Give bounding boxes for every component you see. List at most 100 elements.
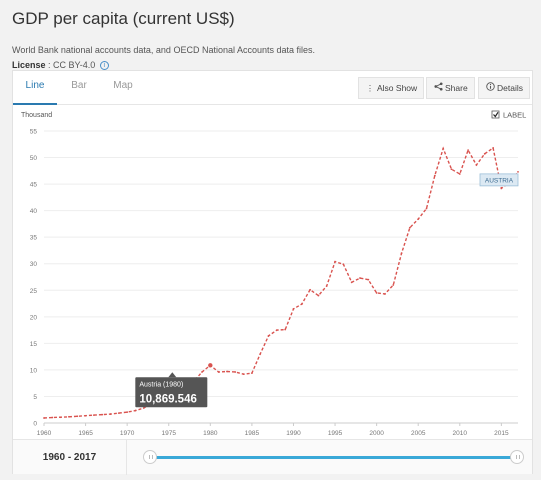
data-point [359, 277, 361, 279]
y-tick-label: 55 [30, 129, 38, 136]
tab-map[interactable]: Map [113, 80, 133, 91]
series-end-label: AUSTRIA [485, 177, 514, 184]
data-point [43, 417, 45, 419]
data-point [92, 414, 95, 416]
data-point [417, 218, 420, 221]
data-point [300, 303, 303, 305]
y-tick-label: 0 [33, 421, 37, 428]
data-point [101, 413, 104, 416]
data-point [325, 285, 328, 287]
data-point [384, 293, 386, 295]
data-point [309, 288, 312, 291]
data-point [109, 413, 112, 415]
share-icon [433, 79, 443, 99]
data-point [350, 281, 353, 284]
tab-bar[interactable]: Bar [71, 80, 87, 91]
tooltip-pointer [168, 372, 177, 378]
year-range-footer: 1960 - 2017 [13, 439, 532, 475]
x-tick-label: 1995 [328, 430, 343, 437]
data-point [442, 147, 445, 150]
data-point [117, 412, 120, 415]
data-point [134, 409, 137, 412]
data-point [201, 371, 203, 373]
data-point [217, 371, 220, 373]
data-point [284, 328, 287, 331]
y-tick-label: 20 [30, 314, 38, 321]
data-point [334, 260, 336, 263]
tooltip-value: 10,869.546 [139, 393, 197, 405]
hover-point [208, 363, 213, 368]
y-axis-unit-label: Thousand [21, 112, 52, 119]
tab-line[interactable]: Line [13, 71, 57, 105]
data-point [375, 292, 378, 294]
y-tick-label: 15 [30, 341, 38, 348]
series-end-label-box [479, 173, 519, 187]
x-tick-label: 1985 [245, 430, 260, 437]
data-point [142, 407, 145, 409]
license-label: License [12, 60, 46, 70]
data-point [76, 415, 79, 418]
year-range-slider[interactable] [151, 456, 517, 459]
chart-panel: Line Bar Map ⋮ Also Show Share Details Th… [12, 70, 533, 475]
x-tick-label: 1975 [162, 430, 177, 437]
data-point [458, 173, 461, 175]
y-tick-label: 25 [30, 288, 38, 295]
data-point [342, 263, 345, 266]
x-tick-label: 1960 [37, 430, 52, 437]
y-tick-label: 5 [33, 394, 37, 401]
slider-start-handle[interactable] [143, 450, 157, 464]
data-point [226, 370, 228, 373]
share-label: Share [445, 83, 468, 93]
data-point [450, 168, 453, 171]
data-point [51, 416, 54, 419]
data-point [250, 372, 253, 374]
also-show-button[interactable]: ⋮ Also Show [358, 77, 425, 99]
also-show-label: Also Show [377, 83, 418, 93]
data-point [408, 226, 411, 229]
checkmark-icon [493, 111, 499, 118]
tooltip-title: Austria (1980) [139, 381, 183, 388]
share-button[interactable]: Share [426, 77, 475, 99]
data-point [275, 329, 278, 331]
data-point [234, 371, 237, 373]
y-tick-label: 50 [30, 155, 38, 162]
line-chart: Thousand 0 5 10 15 20 25 30 35 40 45 50 55 1960 1965 19… [21, 110, 526, 438]
y-tick-label: 30 [30, 261, 38, 268]
x-tick-label: 2005 [411, 430, 426, 437]
label-toggle-text: LABEL [503, 111, 526, 120]
data-point [292, 307, 295, 310]
x-tick-label: 1970 [120, 430, 135, 437]
data-point [392, 284, 395, 286]
tooltip: Austria (1980) 10,869.546 [135, 372, 208, 408]
x-tick-label: 2010 [453, 430, 468, 437]
license-value: : CC BY-4.0 [45, 60, 96, 70]
data-point [267, 335, 270, 337]
label-checkbox[interactable] [491, 110, 500, 119]
x-tick-label: 2015 [494, 430, 509, 437]
data-point [59, 416, 62, 419]
tooltip-box [135, 377, 208, 408]
license-line: License : CC BY-4.0 i [12, 59, 529, 71]
y-tick-label: 10 [30, 367, 38, 374]
data-point [425, 207, 428, 210]
info-circle-icon [485, 79, 495, 99]
view-tabs: Line Bar Map ⋮ Also Show Share Details [13, 71, 532, 105]
details-button[interactable]: Details [478, 77, 530, 99]
info-icon[interactable]: i [99, 61, 109, 71]
series-line [43, 146, 519, 419]
data-point [259, 353, 262, 355]
data-point [84, 414, 87, 417]
header: GDP per capita (current US$) World Bank … [0, 0, 541, 71]
more-vertical-icon: ⋮ [366, 84, 374, 93]
y-tick-label: 35 [30, 235, 38, 242]
data-point [433, 174, 436, 177]
data-point [483, 152, 486, 155]
source-note: World Bank national accounts data, and O… [12, 45, 316, 55]
data-point [126, 411, 129, 414]
slider-end-handle[interactable] [510, 450, 524, 464]
label-toggle[interactable]: LABEL [491, 110, 526, 120]
data-point [500, 187, 503, 190]
data-point [317, 294, 320, 297]
year-range-text: 1960 - 2017 [13, 440, 127, 475]
data-point [367, 278, 370, 281]
